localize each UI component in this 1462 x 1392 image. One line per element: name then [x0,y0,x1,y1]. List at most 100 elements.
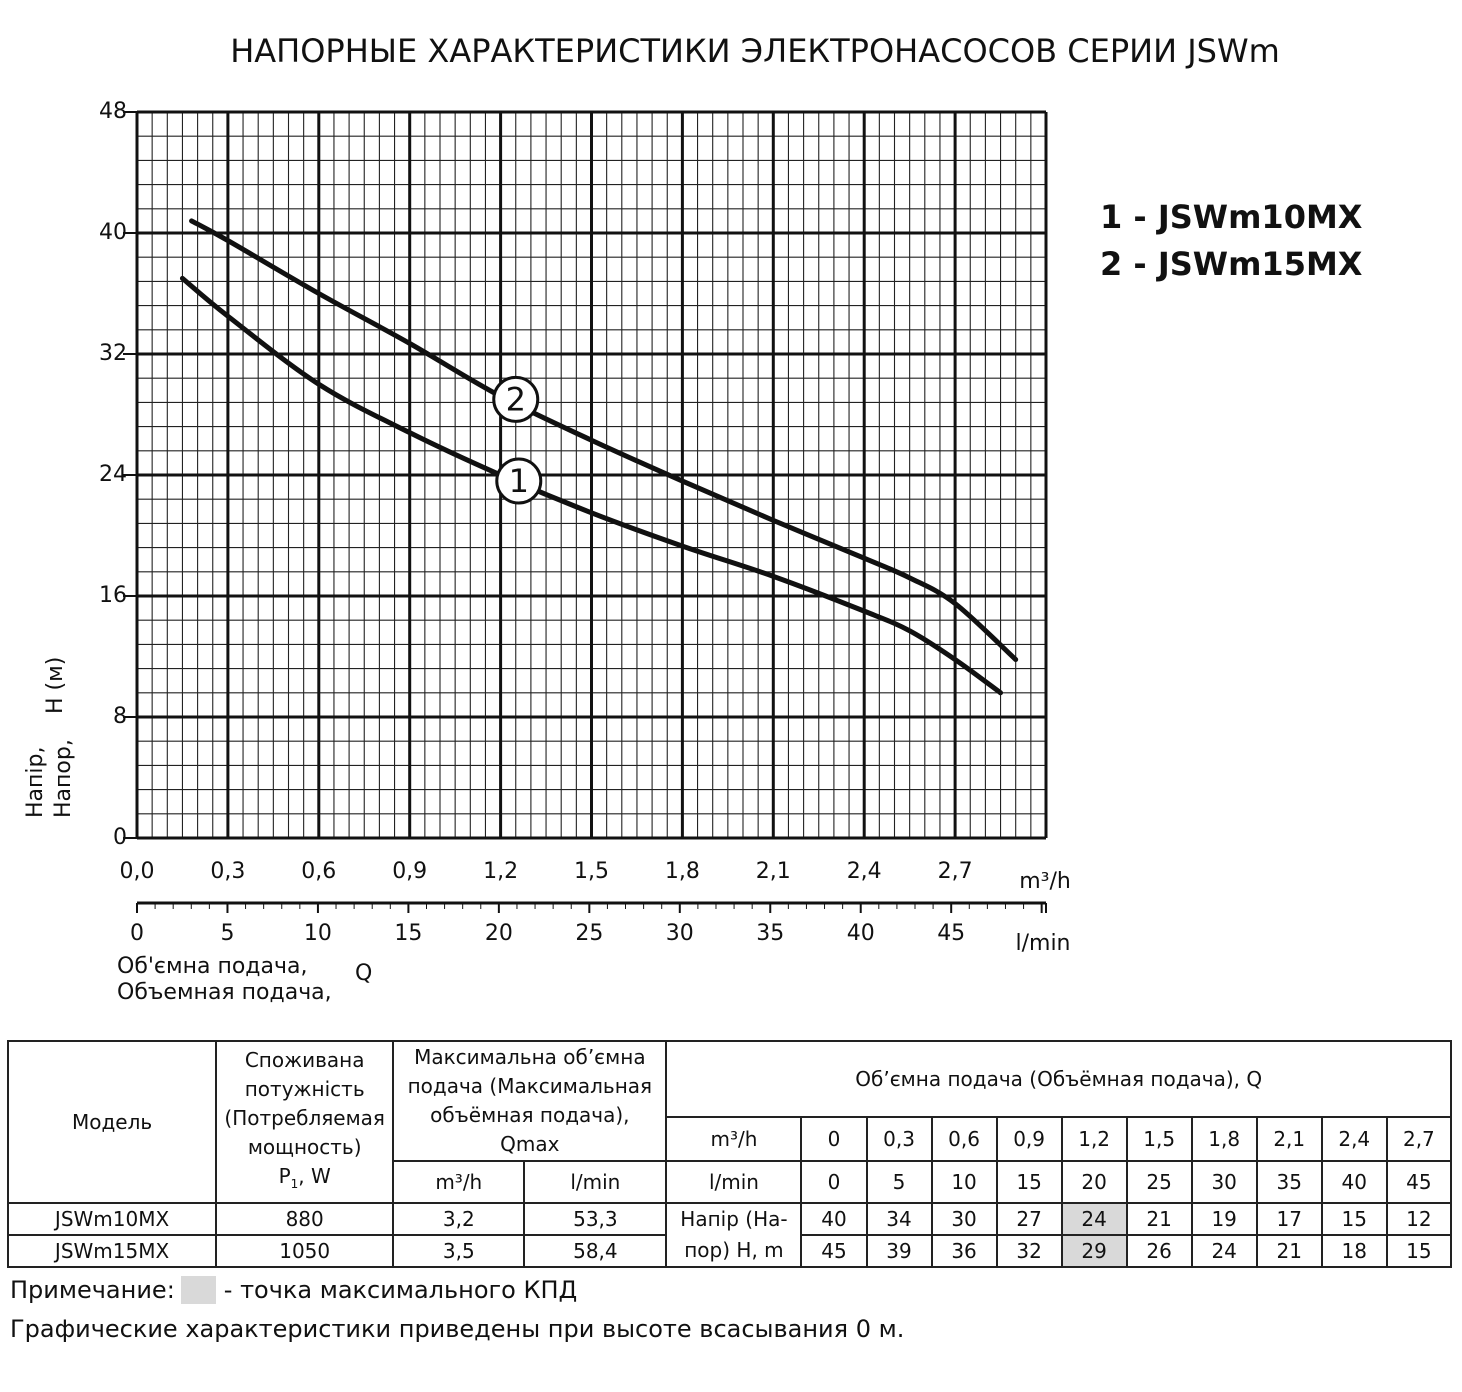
flow-lmin-cell: 35 [1255,1160,1323,1204]
x-unit-lmin: l/min [1015,931,1070,956]
x-tick-label-lmin: 15 [394,921,422,946]
x-tick-label-m3h: 2,1 [756,859,791,884]
x-tick-label-lmin: 0 [130,921,144,946]
flow-lmin-cell: 30 [1190,1160,1258,1204]
y-tick-label: 48 [99,99,127,124]
flow-m3h-cell: 1,5 [1125,1116,1193,1162]
header-power-line1: Споживана [244,1047,365,1072]
header-power-line2: потужність [244,1076,365,1101]
legend: 1 - JSWm10MX 2 - JSWm15MX [1100,198,1363,283]
head-cell: 15 [1385,1234,1453,1268]
model-name: JSWm15MX [6,1234,218,1268]
model-qmax-lmin: 58,4 [523,1234,668,1268]
model-qmax-m3h: 3,2 [392,1202,526,1236]
header-model: Модель [6,1040,218,1204]
y-axis-title-ua: Напір, [23,747,48,818]
x-tick-label-m3h: 0,9 [392,859,427,884]
header-power-symbol: P [278,1163,291,1188]
x-tick-label-lmin: 5 [220,921,234,946]
head-cell: 26 [1125,1234,1193,1268]
y-tick-label: 8 [113,704,127,729]
head-cell: 27 [995,1202,1063,1236]
head-label-line1: Напір (На- [680,1207,788,1231]
flow-unit-m3h: m³/h [665,1116,803,1162]
flow-lmin-cell: 15 [995,1160,1063,1204]
flow-lmin-cell: 20 [1060,1160,1128,1204]
flow-lmin-cell: 10 [930,1160,998,1204]
x-tick-label-m3h: 2,7 [938,859,973,884]
head-cell: 12 [1385,1202,1453,1236]
head-cell: 24 [1190,1234,1258,1268]
head-cell: 24 [1060,1202,1128,1236]
flow-m3h-cell: 0,9 [995,1116,1063,1162]
head-cell: 36 [930,1234,998,1268]
flow-lmin-cell: 25 [1125,1160,1193,1204]
head-cell: 34 [865,1202,933,1236]
flow-m3h-cell: 1,8 [1190,1116,1258,1162]
header-power-line4: мощность) [247,1134,362,1159]
flow-lmin-cell: 40 [1320,1160,1388,1204]
note-line-2: Графические характеристики приведены при… [10,1315,905,1343]
chart-title: НАПОРНЫЕ ХАРАКТЕРИСТИКИ ЭЛЕКТРОНАСОСОВ С… [230,32,1280,70]
x-tick-label-lmin: 20 [485,921,513,946]
flow-unit-lmin: l/min [665,1160,803,1204]
head-cell: 15 [1320,1202,1388,1236]
header-flow: Об’ємна подача (Объёмная подача), Q [665,1040,1452,1118]
y-axis-unit: H (м) [43,657,68,714]
head-cell: 21 [1255,1234,1323,1268]
header-qmax-line4: Qmax [500,1132,560,1156]
flow-m3h-cell: 0,3 [865,1116,933,1162]
qmax-unit-m3h: m³/h [392,1160,526,1204]
legend-entry: 1 - JSWm10MX [1100,198,1363,236]
note-line-1: Примечание: - точка максимального КПД [10,1276,577,1304]
model-qmax-m3h: 3,5 [392,1234,526,1268]
x-tick-label-m3h: 1,8 [665,859,700,884]
x-tick-label-m3h: 1,2 [483,859,518,884]
header-power-unit: , W [298,1163,331,1188]
series-curve-1 [179,275,1004,696]
head-cell: 18 [1320,1234,1388,1268]
curve-label-text: 1 [509,462,529,500]
head-cell: 21 [1125,1202,1193,1236]
head-label: Напір (На- пор) H, m [665,1202,803,1268]
y-tick-label: 0 [113,825,127,850]
pump-chart: НАПОРНЫЕ ХАРАКТЕРИСТИКИ ЭЛЕКТРОНАСОСОВ С… [23,32,1363,1005]
y-tick-label: 24 [99,462,127,487]
x-axis-symbol: Q [355,961,372,986]
head-cell: 39 [865,1234,933,1268]
flow-m3h-cell: 0 [800,1116,868,1162]
axis-labels: 0 8 16 24 32 40 48 0,0 0,3 0,6 0,9 1,2 1,5 1,8 2,1 2,4 2… [23,99,1071,1005]
header-power: Споживана потужність (Потребляемая мощно… [215,1040,395,1204]
x-tick-label-lmin: 10 [304,921,332,946]
curve-label-text: 2 [506,380,526,418]
flow-m3h-cell: 2,1 [1255,1116,1323,1162]
x-tick-label-lmin: 30 [666,921,694,946]
header-qmax-line2: подача (Максимальная [407,1074,653,1098]
flow-m3h-cell: 0,6 [930,1116,998,1162]
head-label-line2: пор) H, m [684,1238,784,1262]
y-tick-label: 16 [99,583,127,608]
series-layer: 21 [179,218,1019,696]
series-curve-2 [189,218,1019,663]
x-unit-m3h: m³/h [1019,869,1071,894]
x-axis-title-ru: Объемная подача, [117,980,332,1005]
curve-label-circle [492,375,540,423]
x-tick-label-m3h: 0,0 [120,859,155,884]
flow-lmin-cell: 0 [800,1160,868,1204]
spec-table: Модель Споживана потужність (Потребляема… [6,1040,1453,1268]
flow-m3h-cell: 2,4 [1320,1116,1388,1162]
x-tick-label-lmin: 40 [847,921,875,946]
curve-label-circle [495,457,543,505]
flow-lmin-cell: 45 [1385,1160,1453,1204]
header-power-line3: (Потребляемая [224,1105,385,1130]
header-qmax: Максимальна об’ємна подача (Максимальная… [392,1040,668,1162]
header-power-sub: 1 [290,1176,299,1191]
qmax-unit-lmin: l/min [523,1160,668,1204]
flow-m3h-cell: 1,2 [1060,1116,1128,1162]
x-tick-label-lmin: 35 [756,921,784,946]
x-tick-label-m3h: 2,4 [847,859,882,884]
legend-entry: 2 - JSWm15MX [1100,245,1363,283]
model-qmax-lmin: 53,3 [523,1202,668,1236]
note-label: Примечание: [10,1276,175,1304]
flow-m3h-cell: 2,7 [1385,1116,1453,1162]
